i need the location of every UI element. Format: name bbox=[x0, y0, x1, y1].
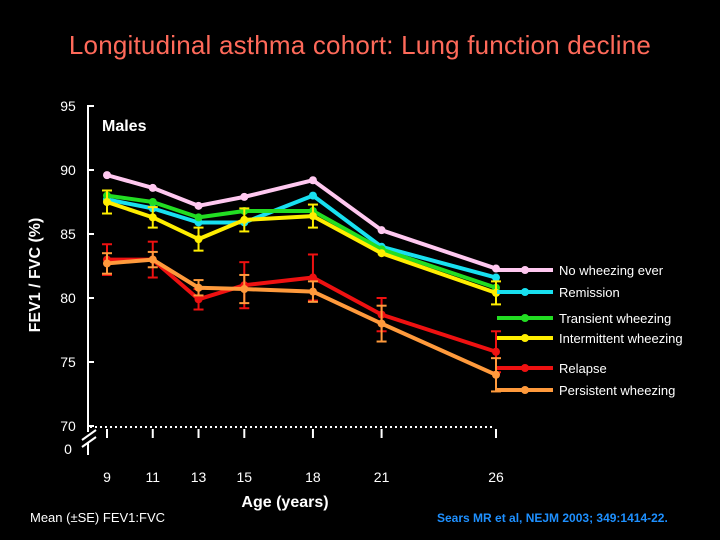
data-point bbox=[103, 198, 111, 206]
data-point bbox=[308, 176, 317, 185]
legend-swatch-marker bbox=[521, 364, 529, 372]
y-tick-label: 70 bbox=[60, 418, 76, 434]
data-point bbox=[240, 192, 249, 201]
legend-item: Remission bbox=[497, 285, 620, 300]
x-tick-label: 18 bbox=[305, 469, 321, 485]
legend-swatch-marker bbox=[521, 386, 529, 394]
legend-item: Intermittent wheezing bbox=[497, 331, 683, 346]
data-point bbox=[308, 273, 317, 282]
data-point bbox=[103, 171, 111, 180]
y-ticks: 95 90 85 80 75 70 bbox=[60, 98, 94, 434]
data-point bbox=[308, 212, 317, 221]
x-tick-label: 9 bbox=[103, 469, 111, 485]
data-point bbox=[308, 191, 317, 200]
data-point bbox=[240, 215, 249, 224]
data-point bbox=[377, 226, 386, 235]
data-point bbox=[148, 213, 157, 222]
legend-label: Persistent wheezing bbox=[559, 383, 675, 398]
legend-swatch-marker bbox=[521, 314, 529, 322]
legend-label: No wheezing ever bbox=[559, 263, 664, 278]
legend-label: Remission bbox=[559, 285, 620, 300]
legend-item: Relapse bbox=[497, 361, 607, 376]
legend-swatch-marker bbox=[521, 334, 529, 342]
x-axis-label: Age (years) bbox=[241, 494, 328, 511]
y-tick-label: 85 bbox=[60, 226, 76, 242]
legend: No wheezing ever Remission Transient wheez… bbox=[497, 263, 683, 398]
chart-title: Longitudinal asthma cohort: Lung functio… bbox=[68, 30, 652, 60]
series-persistent-wheezing bbox=[102, 250, 501, 393]
x-tick-label: 15 bbox=[237, 469, 253, 485]
data-point bbox=[492, 273, 500, 282]
footnote: Mean (±SE) FEV1:FVC bbox=[30, 510, 166, 525]
x-tick-label: 11 bbox=[145, 469, 160, 485]
legend-item: Transient wheezing bbox=[497, 311, 671, 326]
data-point bbox=[377, 319, 386, 328]
x-tick-label: 26 bbox=[488, 469, 504, 485]
y-zero-label: 0 bbox=[64, 441, 72, 457]
data-point bbox=[194, 295, 203, 304]
y-tick-label: 95 bbox=[60, 98, 76, 114]
data-point bbox=[148, 198, 157, 206]
x-tick-label: 13 bbox=[191, 469, 207, 485]
legend-label: Transient wheezing bbox=[559, 311, 671, 326]
data-point bbox=[194, 201, 203, 210]
legend-item: No wheezing ever bbox=[497, 263, 664, 278]
data-point bbox=[194, 283, 203, 292]
citation: Sears MR et al, NEJM 2003; 349:1414-22. bbox=[437, 511, 668, 525]
legend-label: Relapse bbox=[559, 361, 607, 376]
x-tick-label: 21 bbox=[374, 469, 390, 485]
data-point bbox=[377, 249, 386, 258]
data-point bbox=[308, 287, 317, 296]
data-point bbox=[492, 347, 500, 356]
data-point bbox=[492, 370, 500, 379]
legend-swatch-marker bbox=[521, 288, 529, 296]
y-tick-label: 80 bbox=[60, 290, 76, 306]
series-intermittent-wheezing bbox=[102, 189, 501, 306]
subtitle-males: Males bbox=[102, 118, 147, 135]
data-point bbox=[240, 285, 249, 294]
x-ticks: 9 11 13 15 18 21 26 bbox=[103, 429, 504, 485]
series-group bbox=[102, 171, 501, 393]
y-axis-label: FEV1 / FVC (%) bbox=[27, 218, 44, 333]
legend-item: Persistent wheezing bbox=[497, 383, 675, 398]
legend-label: Intermittent wheezing bbox=[559, 331, 683, 346]
data-point bbox=[103, 259, 111, 268]
legend-swatch-marker bbox=[521, 266, 529, 274]
data-point bbox=[194, 235, 203, 244]
data-point bbox=[148, 183, 157, 192]
data-point bbox=[194, 213, 203, 222]
series-no-wheezing-ever bbox=[103, 171, 500, 273]
data-point bbox=[148, 255, 157, 264]
y-tick-label: 75 bbox=[60, 354, 76, 370]
series-transient-wheezing bbox=[103, 191, 500, 292]
y-tick-label: 90 bbox=[60, 162, 76, 178]
